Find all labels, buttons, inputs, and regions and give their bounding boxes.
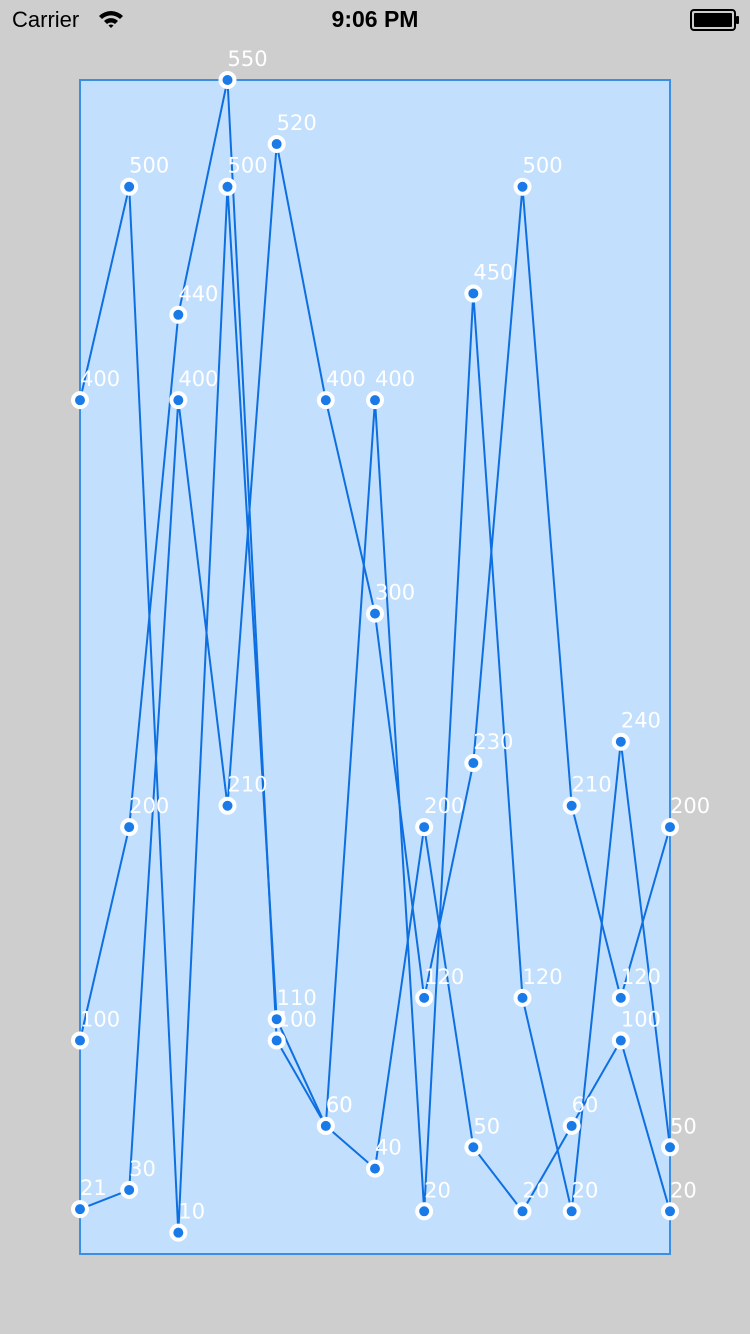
series-3-point-8 (415, 988, 434, 1007)
series-2-label-9: 50 (473, 1114, 500, 1138)
series-1-point-9 (464, 284, 483, 303)
series-1-label-4: 500 (228, 154, 268, 178)
series-1-point-11 (562, 1202, 581, 1221)
series-2-label-4: 550 (228, 47, 268, 71)
series-2-point-3 (169, 305, 188, 324)
series-1-label-11: 20 (572, 1178, 599, 1202)
series-2-point-7 (366, 1159, 384, 1178)
series-1-label-8: 20 (424, 1178, 451, 1202)
series-3-point-11 (562, 796, 581, 815)
series-2-point-8 (415, 818, 434, 837)
series-1-point-2 (120, 177, 139, 196)
series-3-label-12: 120 (621, 965, 661, 989)
series-2-label-7: 40 (375, 1136, 402, 1160)
series-2-point-1 (71, 1031, 89, 1050)
series-2-label-10: 20 (523, 1178, 550, 1202)
series-3-label-4: 210 (228, 773, 268, 797)
plot-area (79, 79, 671, 1255)
series-3-point-2 (120, 1180, 139, 1199)
series-3-point-9 (464, 754, 483, 773)
series-2-point-10 (513, 1202, 532, 1221)
series-2-point-4 (218, 71, 237, 89)
series-2-label-5: 100 (277, 1008, 317, 1032)
series-3-label-3: 400 (178, 367, 218, 391)
series-1-point-8 (415, 1202, 434, 1221)
series-1-label-2: 500 (129, 154, 169, 178)
series-1-label-12: 240 (621, 709, 661, 733)
battery-icon (690, 9, 740, 35)
series-1-point-3 (169, 1223, 188, 1242)
series-3-label-1: 21 (80, 1176, 107, 1200)
series-3-label-9: 230 (473, 730, 513, 754)
series-3-point-4 (218, 796, 237, 815)
series-1-label-13: 50 (670, 1114, 697, 1138)
series-3-label-8: 120 (424, 965, 464, 989)
series-2-point-5 (267, 1031, 286, 1050)
series-2-point-6 (316, 1116, 335, 1135)
series-2-point-13 (661, 1202, 679, 1221)
series-3-label-6: 400 (326, 367, 366, 391)
series-3-label-7: 300 (375, 581, 415, 605)
series-3-label-2: 30 (129, 1157, 156, 1181)
series-3-point-13 (661, 818, 679, 837)
series-1-label-7: 400 (375, 367, 415, 391)
series-1-point-7 (366, 391, 384, 410)
series-1-point-12 (611, 732, 630, 751)
series-1-label-6: 60 (326, 1093, 353, 1117)
series-1-point-1 (71, 391, 89, 410)
data-points (71, 71, 679, 1242)
status-bar: Carrier 9:06 PM (0, 0, 750, 40)
series-3-point-1 (71, 1200, 89, 1219)
series-1-point-5 (267, 1010, 286, 1029)
status-time: 9:06 PM (331, 6, 419, 32)
data-labels: 400 500 10 500 110 60 400 20 450 120 20 240 50 100 200… (80, 47, 710, 1224)
series-3-label-13: 200 (670, 794, 710, 818)
series-2-point-12 (611, 1031, 630, 1050)
series-2-label-3: 440 (178, 282, 218, 306)
series-1-point-13 (661, 1138, 679, 1157)
series-2-point-11 (562, 1116, 581, 1135)
series-3-point-12 (611, 988, 630, 1007)
series-3-label-5: 520 (277, 111, 317, 135)
series-2-label-1: 100 (80, 1008, 120, 1032)
series-2-point-9 (464, 1138, 483, 1157)
series-3-point-10 (513, 177, 532, 196)
series-2-label-12: 100 (621, 1008, 661, 1032)
series-2-point-2 (120, 818, 139, 837)
series-1-point-4 (218, 177, 237, 196)
series-2-label-13: 20 (670, 1178, 697, 1202)
series-3-point-6 (316, 391, 335, 410)
series-3-label-11: 210 (572, 773, 612, 797)
series-2-label-11: 60 (572, 1093, 599, 1117)
series-3-point-7 (366, 604, 384, 623)
wifi-icon (98, 9, 124, 33)
series-1-label-10: 120 (523, 965, 563, 989)
series-1-label-5: 110 (277, 986, 317, 1010)
series-3-point-3 (169, 391, 188, 410)
series-1-label-1: 400 (80, 367, 120, 391)
series-2-label-6: 60 (326, 1093, 353, 1117)
series-2-label-2: 200 (129, 794, 169, 818)
series-3-point-5 (267, 135, 286, 154)
carrier-label: Carrier (12, 7, 80, 32)
series-3-label-10: 500 (523, 154, 563, 178)
series-2-label-8: 200 (424, 794, 464, 818)
series-1-label-3: 10 (178, 1200, 205, 1224)
series-1-point-10 (513, 988, 532, 1007)
series-1-label-9: 450 (473, 260, 513, 284)
